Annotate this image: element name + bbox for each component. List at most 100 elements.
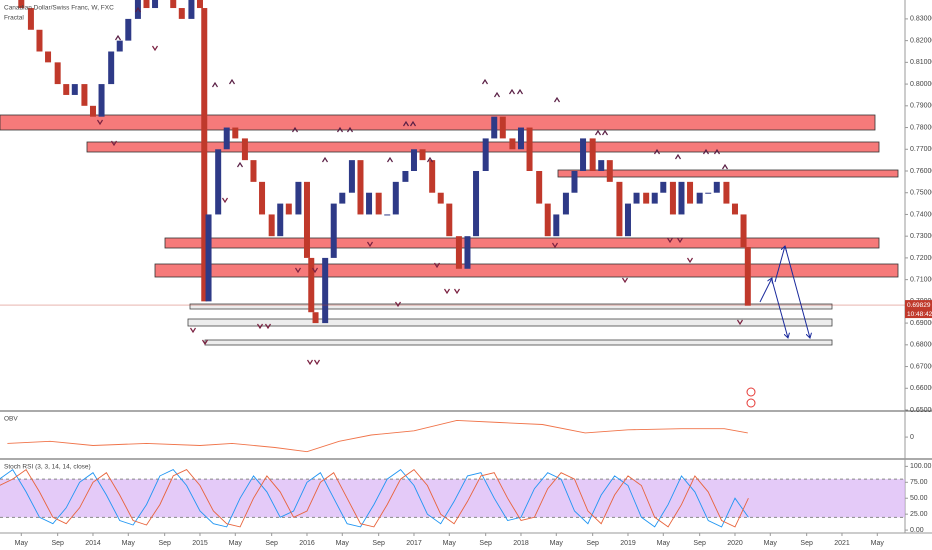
- candle: [259, 181, 266, 215]
- x-tick-label: May: [871, 540, 885, 547]
- candle: [509, 138, 516, 150]
- candle: [45, 51, 52, 63]
- x-tick-label: Sep: [800, 540, 813, 547]
- candle: [580, 138, 587, 171]
- candle: [170, 0, 177, 9]
- candle: [285, 203, 292, 215]
- candle: [375, 192, 382, 215]
- fractal-down: [264, 323, 272, 330]
- alert-icon[interactable]: [746, 387, 756, 397]
- fractal-down: [676, 237, 684, 244]
- fractal-down: [256, 323, 264, 330]
- pane-title: OBV: [4, 416, 18, 423]
- candle: [277, 203, 284, 237]
- candle: [651, 192, 658, 204]
- candle: [71, 84, 78, 95]
- fractal-up: [321, 156, 329, 163]
- fractal-down: [294, 267, 302, 274]
- candle: [89, 105, 96, 117]
- fractal-up: [426, 156, 434, 163]
- x-tick-label: 2016: [299, 540, 315, 547]
- candle: [499, 116, 506, 139]
- candle: [643, 192, 650, 204]
- candle: [81, 84, 88, 106]
- candle: [473, 170, 480, 237]
- x-tick-label: Sep: [479, 540, 492, 547]
- fractal-down: [443, 288, 451, 295]
- fractal-up: [553, 96, 561, 103]
- x-tick-label: Sep: [265, 540, 278, 547]
- fractal-up: [236, 161, 244, 168]
- candle: [669, 181, 676, 215]
- x-tick-label: 2018: [513, 540, 529, 547]
- support-zone[interactable]: [164, 237, 880, 249]
- fractal-down: [110, 140, 118, 147]
- candle: [232, 127, 239, 139]
- x-tick-label: 2021: [834, 540, 850, 547]
- support-zone[interactable]: [187, 318, 833, 327]
- fractal-up: [228, 78, 236, 85]
- candle: [98, 84, 105, 117]
- x-tick-label: May: [657, 540, 671, 547]
- fractal-down: [551, 242, 559, 249]
- candle: [491, 116, 498, 139]
- candle: [633, 192, 640, 204]
- candle: [205, 214, 212, 302]
- candle: [116, 40, 123, 52]
- fractal-down: [394, 301, 402, 308]
- candle: [125, 18, 132, 41]
- resistance-zone[interactable]: [557, 169, 899, 178]
- fractal-up: [674, 153, 682, 160]
- candles: [18, 0, 751, 324]
- fractal-up: [114, 34, 122, 41]
- x-tick-label: Sep: [158, 540, 171, 547]
- fractal-up: [346, 126, 354, 133]
- candle: [250, 160, 257, 182]
- candle: [589, 138, 596, 171]
- candle: [322, 257, 329, 324]
- x-tick-label: Sep: [51, 540, 64, 547]
- fractal-up: [594, 129, 602, 136]
- candle: [303, 181, 310, 258]
- resistance-zone[interactable]: [0, 114, 876, 131]
- x-tick-label: May: [336, 540, 350, 547]
- candle: [410, 149, 417, 171]
- candle: [241, 138, 248, 161]
- arrow[interactable]: [784, 245, 810, 338]
- candle: [36, 29, 43, 52]
- support-zone[interactable]: [204, 339, 833, 346]
- arrow[interactable]: [759, 278, 772, 303]
- candle: [268, 214, 275, 237]
- arrow[interactable]: [774, 246, 785, 283]
- support-zone[interactable]: [154, 263, 899, 278]
- x-tick-label: 2015: [192, 540, 208, 547]
- fractal-down: [96, 119, 104, 126]
- candle: [108, 51, 115, 85]
- candle: [295, 181, 302, 215]
- fractal-up: [134, 6, 142, 13]
- support-zone[interactable]: [189, 303, 833, 310]
- fractal-up: [653, 148, 661, 155]
- fractal-down: [433, 262, 441, 269]
- alert-icon[interactable]: [746, 398, 756, 408]
- candle: [705, 192, 712, 194]
- arrow[interactable]: [771, 279, 788, 338]
- chart-title: Canadian Dollar/Swiss Franc, W, FXC: [4, 5, 114, 12]
- y-tick-label: 0.00: [910, 527, 924, 534]
- candle: [562, 192, 569, 215]
- x-tick-label: May: [229, 540, 243, 547]
- fractal-down: [736, 319, 744, 326]
- fractal-up: [402, 120, 410, 127]
- x-tick-label: May: [550, 540, 564, 547]
- x-tick-label: May: [15, 540, 29, 547]
- candle: [188, 0, 195, 19]
